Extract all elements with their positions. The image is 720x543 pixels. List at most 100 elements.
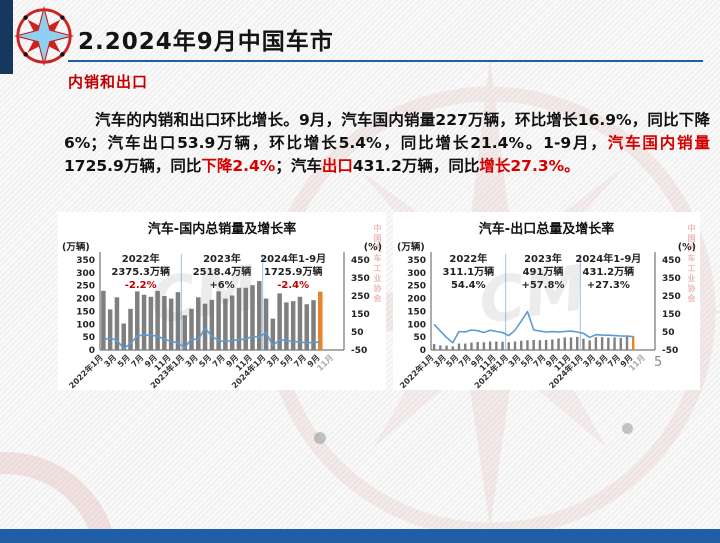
bar (216, 291, 221, 350)
left-axis-unit: (万辆) (62, 241, 90, 253)
bar (457, 343, 461, 350)
watermark-dot (622, 423, 633, 434)
bar (128, 308, 133, 350)
paragraph-segment: 汽车的内销和出口环比增长。9月，汽车国内销量227万辆，环比增长16.9%，同比… (64, 111, 710, 152)
left-tick-label: 50 (413, 333, 426, 343)
page-number: 5 (654, 355, 663, 370)
footer-bar (0, 529, 720, 543)
x-tick-label: 2022年1月 (397, 352, 435, 390)
right-axis-unit: (%) (678, 242, 696, 253)
bar (277, 293, 282, 350)
paragraph-segment: 下降2.4% (201, 157, 276, 175)
paragraph-segment: 汽车国内销量 (607, 134, 710, 152)
bar (520, 340, 523, 350)
left-tick-label: 0 (420, 346, 426, 356)
right-tick-label: 450 (351, 256, 370, 266)
annotation-year: 2024年1-9月 (575, 252, 641, 265)
bar (632, 336, 635, 350)
left-tick-label: 50 (82, 333, 95, 343)
paragraph-segment: ；汽车 (275, 157, 322, 175)
x-tick-label: 7月 (130, 353, 146, 369)
x-tick-label: 5月 (279, 353, 295, 369)
bar (513, 341, 517, 350)
bar (290, 301, 296, 350)
left-tick-label: 150 (76, 307, 95, 317)
right-tick-label: -50 (662, 346, 678, 356)
annotation-total: 1725.9万辆 (264, 265, 323, 278)
caam-watermark-text: 中国汽车工业协会 (373, 224, 382, 304)
bar (229, 295, 235, 350)
bar (557, 338, 560, 350)
annotation-growth: +57.8% (521, 280, 564, 291)
bar (582, 338, 585, 350)
bar (270, 318, 276, 350)
bar (155, 290, 160, 350)
left-tick-label: 250 (407, 282, 426, 292)
right-tick-label: 150 (351, 310, 370, 320)
annotation-year: 2024年1-9月 (260, 252, 326, 265)
paragraph-segment: 431.2万辆，同比 (352, 157, 480, 175)
annotation-total: 2518.4万辆 (193, 265, 252, 278)
bar (263, 298, 269, 350)
chart-title: 汽车-出口总量及增长率 (478, 222, 615, 237)
annotation-growth: -2.2% (125, 280, 157, 291)
x-tick-label: 3月 (102, 353, 118, 369)
section-heading: 内销和出口 (68, 73, 149, 91)
corner-swoosh-watermark (0, 452, 116, 543)
left-tick-label: 150 (407, 307, 426, 317)
bar (488, 341, 492, 350)
x-tick-label: 2022年1月 (67, 352, 105, 390)
right-tick-label: -50 (351, 346, 367, 356)
chart-domestic-plot: (万辆) (%) 350 300 250 200 150 100 50 0 450 350 250 150… (62, 241, 382, 390)
bar (445, 345, 448, 350)
annotation-total: 431.2万辆 (583, 265, 635, 278)
chart-domestic-sales: 汽车-国内总销量及增长率 (万辆) (%) 350 300 250 200 150 100 50… (58, 212, 386, 390)
x-tick-label: 7月 (292, 353, 308, 369)
paragraph-segment: 1725.9万辆，同比 (64, 157, 202, 175)
bar (600, 337, 604, 350)
bar (538, 340, 542, 350)
bar (563, 337, 566, 350)
x-tick-label: 11月 (315, 353, 335, 373)
left-tick-label: 100 (407, 320, 426, 330)
body-paragraph: 汽车的内销和出口环比增长。9月，汽车国内销量227万辆，环比增长16.9%，同比… (64, 109, 710, 178)
left-tick-label: 200 (76, 295, 95, 305)
right-tick-label: 50 (351, 328, 364, 338)
annotation-total: 491万辆 (523, 265, 564, 278)
bar (107, 309, 113, 350)
bar (236, 287, 242, 350)
bar (162, 296, 167, 350)
annotation-growth: 54.4% (451, 280, 486, 291)
bar (544, 339, 548, 350)
bar (175, 292, 181, 350)
annotation-total: 2375.3万辆 (111, 265, 170, 278)
bar (196, 297, 201, 350)
bar (189, 308, 194, 350)
annotation-growth: -2.4% (277, 280, 309, 291)
bar (223, 298, 228, 350)
bar (101, 290, 106, 350)
annotation-year: 2022年 (122, 252, 160, 265)
annotation-growth: +6% (209, 280, 234, 291)
left-tick-label: 300 (407, 269, 426, 279)
x-tick-label: 3月 (184, 353, 200, 369)
title-underline (68, 60, 703, 62)
bar (625, 336, 629, 350)
bar (141, 294, 147, 350)
bar (532, 339, 535, 350)
page-title: 2.2024年9月中国车市 (78, 29, 334, 55)
bar (594, 337, 598, 350)
bar (576, 336, 579, 350)
bar (526, 340, 529, 350)
right-tick-label: 150 (662, 310, 681, 320)
annotation-total: 311.1万辆 (443, 265, 495, 278)
bar (243, 287, 248, 350)
bar (551, 339, 554, 350)
bar (495, 341, 498, 350)
x-tick-label: 7月 (211, 353, 227, 369)
bar (476, 342, 479, 350)
paragraph-segment: 增长27.3%。 (479, 157, 580, 175)
bar (451, 346, 454, 350)
chart-exports-plot: (万辆) (%) 350 300 250 200 150 100 50 0 450 350 250 150… (397, 241, 696, 390)
x-tick-label: 3月 (265, 353, 281, 369)
